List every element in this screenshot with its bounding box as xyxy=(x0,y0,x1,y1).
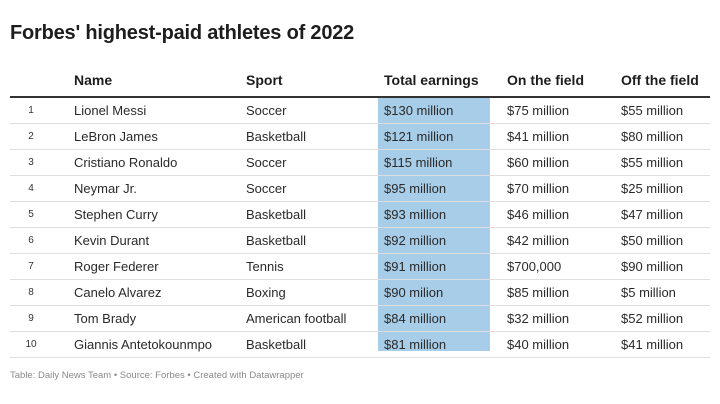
total-earnings-cell: $84 million xyxy=(384,311,447,326)
on-the-field-cell: $32 million xyxy=(507,311,570,326)
table-header: Name Sport Total earnings On the field O… xyxy=(10,68,710,98)
header-name: Name xyxy=(74,72,113,88)
sport-cell: Basketball xyxy=(246,233,306,248)
off-the-field-cell: $55 million xyxy=(621,155,684,170)
on-the-field-cell: $46 million xyxy=(507,207,570,222)
total-earnings-cell: $121 million xyxy=(384,129,454,144)
total-earnings-cell: $95 million xyxy=(384,181,447,196)
sport-cell: Basketball xyxy=(246,207,306,222)
table-row: 6 Kevin Durant Basketball $92 million $42 mi… xyxy=(10,228,710,254)
off-the-field-cell: $80 million xyxy=(621,129,684,144)
name-cell: Tom Brady xyxy=(74,311,137,326)
sport-cell: American football xyxy=(246,311,347,326)
off-the-field-cell: $55 million xyxy=(621,103,684,118)
table-row: 9 Tom Brady American football $84 million $3… xyxy=(10,306,710,332)
name-cell: Cristiano Ronaldo xyxy=(74,155,178,170)
athletes-table: Name Sport Total earnings On the field O… xyxy=(10,68,710,358)
off-the-field-cell: $41 million xyxy=(621,337,684,352)
table-row: 3 Cristiano Ronaldo Soccer $115 million $60 … xyxy=(10,150,710,176)
sport-cell: Basketball xyxy=(246,337,306,352)
off-the-field-cell: $47 million xyxy=(621,207,684,222)
total-earnings-cell: $93 million xyxy=(384,207,447,222)
total-earnings-cell: $81 million xyxy=(384,337,447,352)
table-row: 10 Giannis Antetokounmpo Basketball $81 mil… xyxy=(10,332,710,358)
sport-cell: Soccer xyxy=(246,181,287,196)
name-cell: Lionel Messi xyxy=(74,103,147,118)
rank-cell: 4 xyxy=(28,183,34,194)
table-row: 1 Lionel Messi Soccer $130 million $75 milli… xyxy=(10,98,710,124)
on-the-field-cell: $700,000 xyxy=(507,259,562,274)
off-the-field-cell: $5 million xyxy=(621,285,676,300)
on-the-field-cell: $70 million xyxy=(507,181,570,196)
total-earnings-cell: $91 million xyxy=(384,259,447,274)
rank-cell: 9 xyxy=(28,313,34,324)
header-sport: Sport xyxy=(246,72,283,88)
name-cell: Neymar Jr. xyxy=(74,181,137,196)
table-row: 4 Neymar Jr. Soccer $95 million $70 million $… xyxy=(10,176,710,202)
name-cell: Stephen Curry xyxy=(74,207,158,222)
source-footer: Table: Daily News Team • Source: Forbes … xyxy=(10,370,304,381)
table-row: 2 LeBron James Basketball $121 million $41 m… xyxy=(10,124,710,150)
off-the-field-cell: $90 million xyxy=(621,259,684,274)
table-row: 8 Canelo Alvarez Boxing $90 milion $85 milli… xyxy=(10,280,710,306)
table-row: 5 Stephen Curry Basketball $93 million $46 m… xyxy=(10,202,710,228)
rank-cell: 6 xyxy=(28,235,34,246)
total-earnings-highlight xyxy=(378,98,490,351)
rank-cell: 2 xyxy=(28,131,34,142)
name-cell: Kevin Durant xyxy=(74,233,150,248)
rank-cell: 3 xyxy=(28,157,34,168)
header-total-earnings: Total earnings xyxy=(384,72,479,88)
off-the-field-cell: $25 million xyxy=(621,181,684,196)
name-cell: Giannis Antetokounmpo xyxy=(74,337,213,352)
total-earnings-cell: $115 million xyxy=(384,155,453,170)
total-earnings-cell: $92 million xyxy=(384,233,447,248)
off-the-field-cell: $52 million xyxy=(621,311,684,326)
rank-cell: 8 xyxy=(28,287,34,298)
rank-cell: 7 xyxy=(28,261,34,272)
on-the-field-cell: $42 million xyxy=(507,233,570,248)
sport-cell: Tennis xyxy=(246,259,284,274)
sport-cell: Soccer xyxy=(246,155,287,170)
table-body: 1 Lionel Messi Soccer $130 million $75 milli… xyxy=(10,98,710,358)
rank-cell: 5 xyxy=(28,209,34,220)
page-title: Forbes' highest-paid athletes of 2022 xyxy=(10,22,355,44)
on-the-field-cell: $40 million xyxy=(507,337,570,352)
header-on-the-field: On the field xyxy=(507,72,584,88)
on-the-field-cell: $60 million xyxy=(507,155,570,170)
off-the-field-cell: $50 million xyxy=(621,233,684,248)
rank-cell: 10 xyxy=(25,339,37,350)
sport-cell: Soccer xyxy=(246,103,287,118)
total-earnings-cell: $90 milion xyxy=(384,285,444,300)
on-the-field-cell: $41 million xyxy=(507,129,570,144)
header-off-the-field: Off the field xyxy=(621,72,699,88)
name-cell: Canelo Alvarez xyxy=(74,285,162,300)
sport-cell: Boxing xyxy=(246,285,286,300)
table-row: 7 Roger Federer Tennis $91 million $700,000 $… xyxy=(10,254,710,280)
on-the-field-cell: $75 million xyxy=(507,103,570,118)
name-cell: LeBron James xyxy=(74,129,158,144)
name-cell: Roger Federer xyxy=(74,259,159,274)
rank-cell: 1 xyxy=(28,105,34,116)
on-the-field-cell: $85 million xyxy=(507,285,570,300)
sport-cell: Basketball xyxy=(246,129,306,144)
total-earnings-cell: $130 million xyxy=(384,103,454,118)
